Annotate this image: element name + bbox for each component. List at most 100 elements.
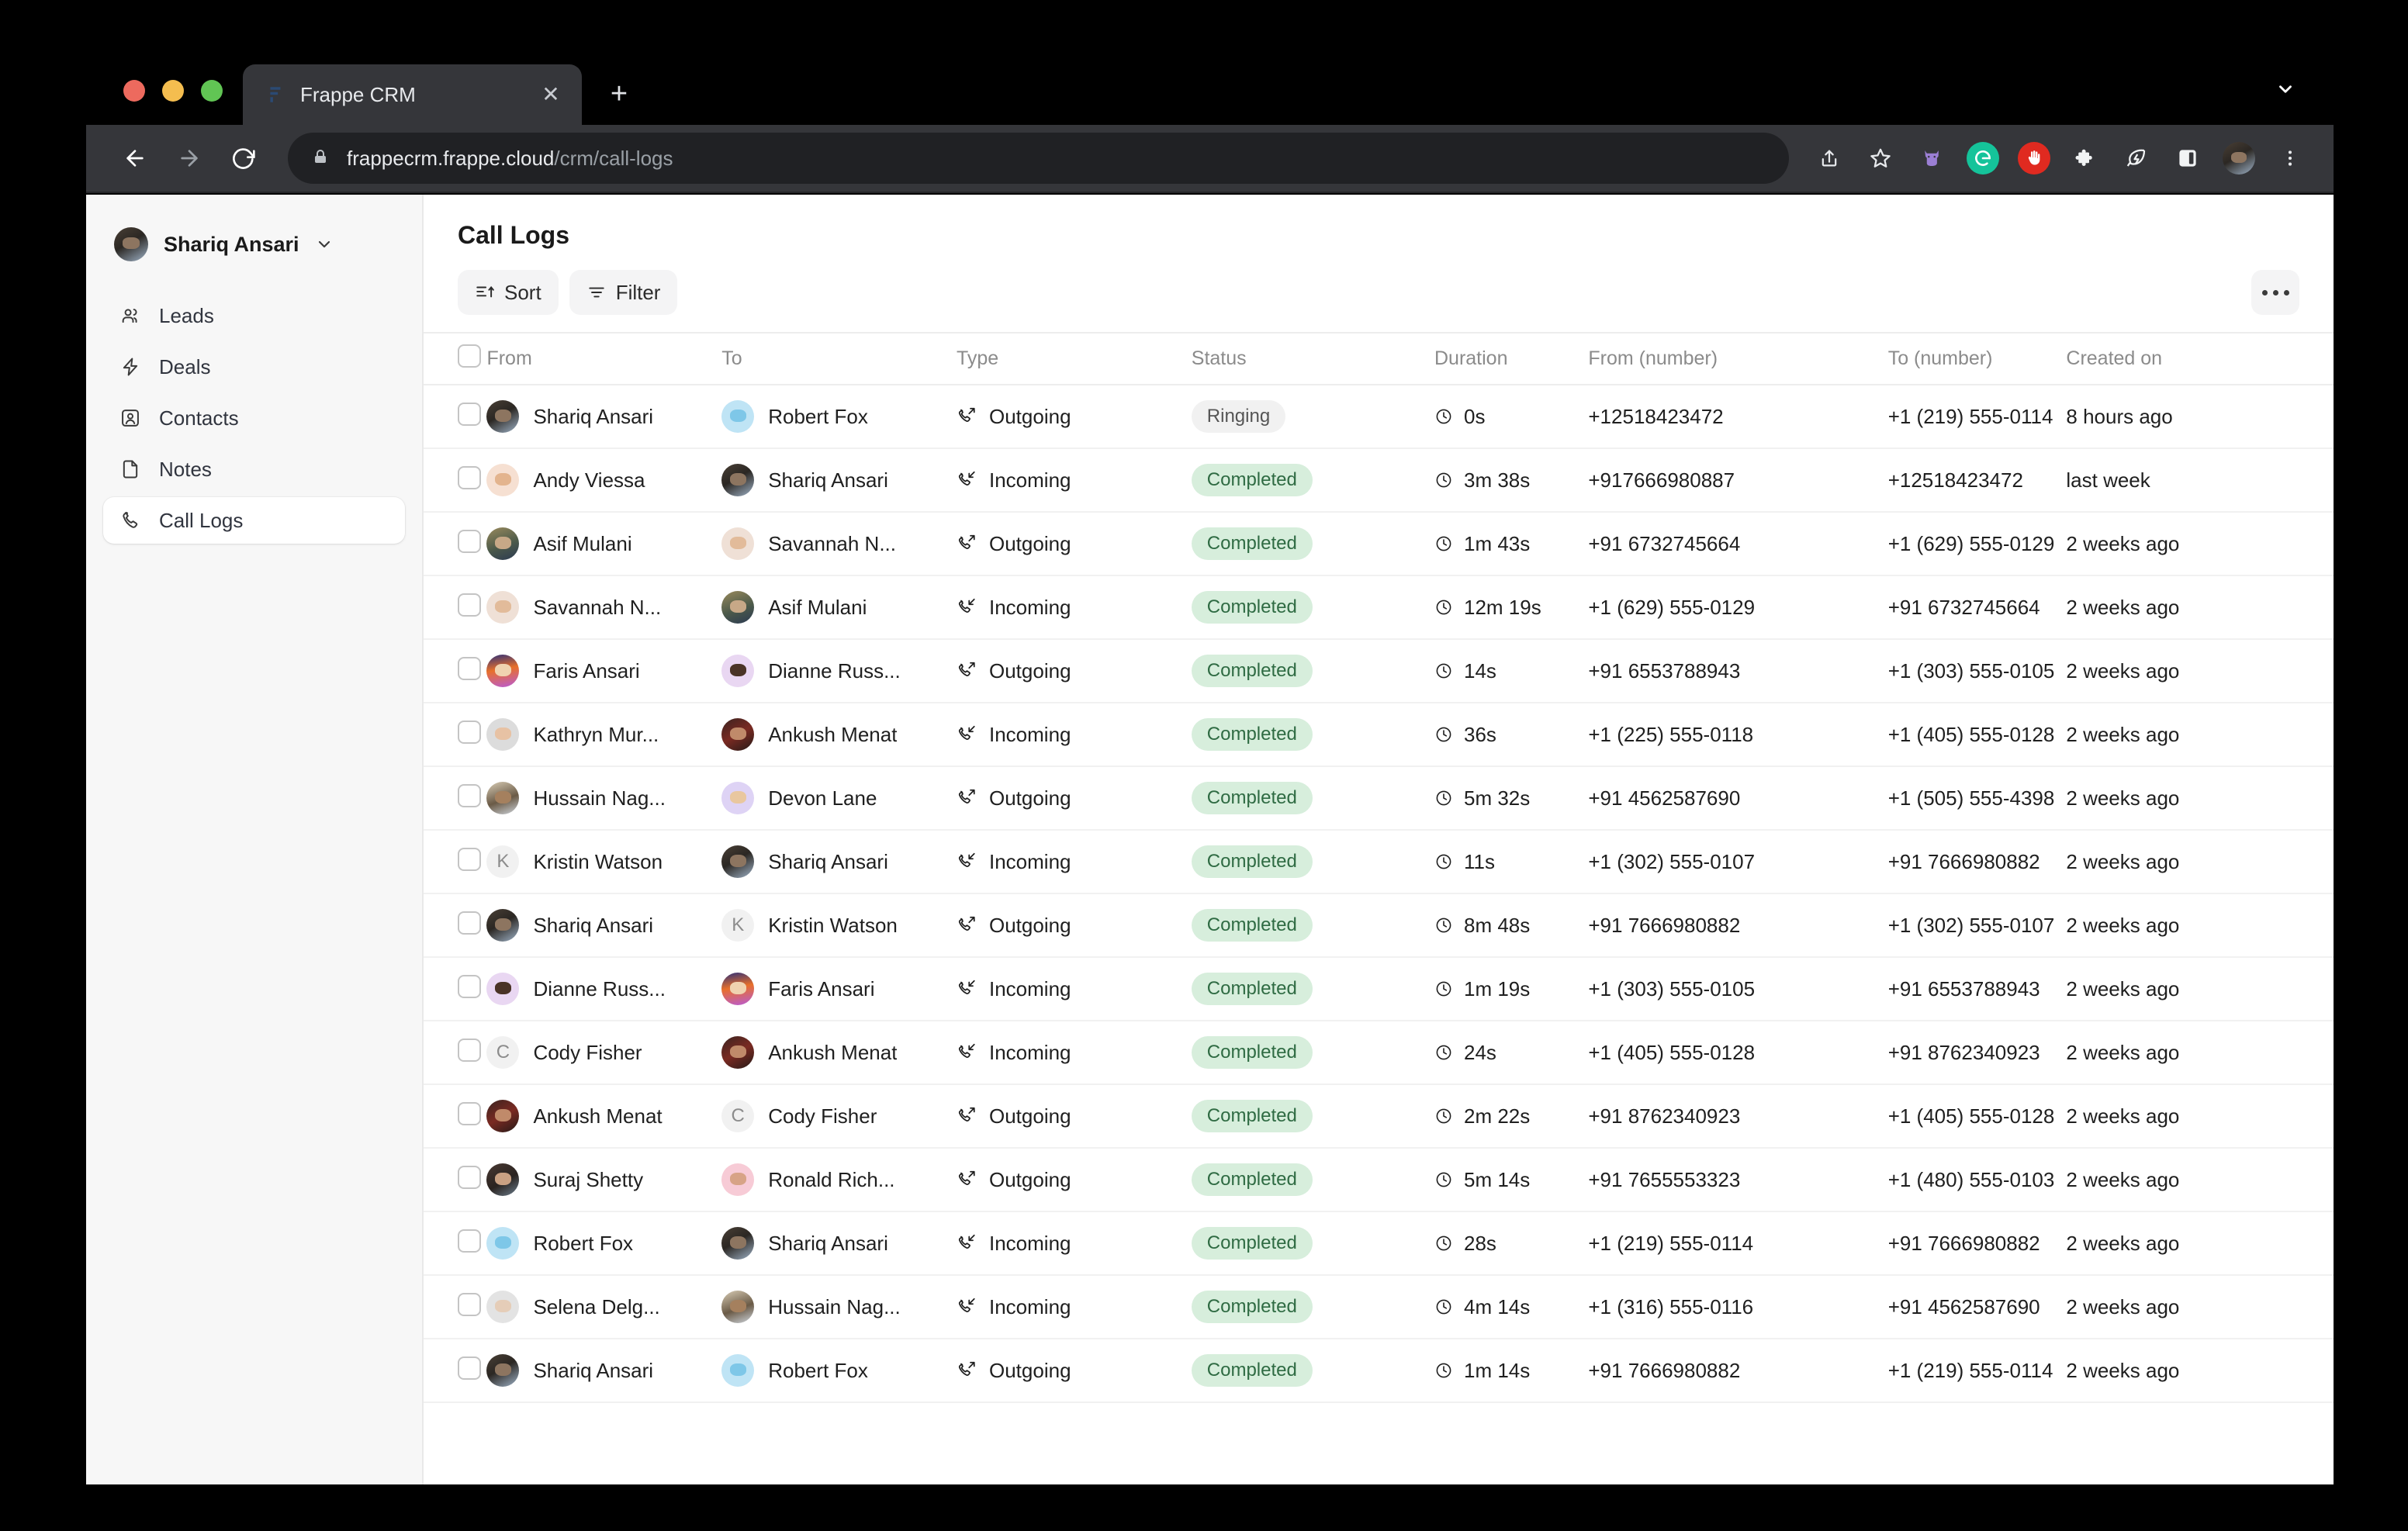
grammarly-extension-icon[interactable] xyxy=(1961,137,2005,180)
avatar-face xyxy=(729,409,746,422)
column-header-created-on[interactable]: Created on xyxy=(2066,332,2334,385)
cell-to-number: +1 (480) 555-0103 xyxy=(1887,1148,2067,1212)
row-checkbox[interactable] xyxy=(458,1038,481,1062)
cell-created-on: last week xyxy=(2066,448,2334,513)
sidebar-item-call-logs[interactable]: Call Logs xyxy=(103,497,405,544)
row-checkbox[interactable] xyxy=(458,465,481,489)
person-name: Robert Fox xyxy=(768,1358,868,1382)
sidebar-item-contacts[interactable]: Contacts xyxy=(103,395,405,441)
puzzle-extensions-icon[interactable] xyxy=(2064,137,2107,180)
table-row[interactable]: K Kristin Watson Shariq Ansari Incoming Comp… xyxy=(424,830,2334,894)
row-select-cell xyxy=(424,766,487,831)
cell-from-number: +91 8762340923 xyxy=(1588,1084,1888,1149)
maximize-window-button[interactable] xyxy=(201,80,223,102)
avatar-face xyxy=(494,536,511,549)
url-domain: frappecrm.frappe.cloud xyxy=(347,146,555,170)
table-row[interactable]: Suraj Shetty Ronald Rich... Outgoing Comple… xyxy=(424,1148,2334,1212)
person-name: Savannah N... xyxy=(533,595,662,619)
new-tab-button[interactable]: + xyxy=(610,77,628,110)
avatar-face xyxy=(729,981,746,994)
cell-from: C Cody Fisher xyxy=(486,1021,722,1085)
column-header-to-number[interactable]: To (number) xyxy=(1887,332,2067,385)
table-row[interactable]: Selena Delg... Hussain Nag... Incoming Comp… xyxy=(424,1275,2334,1339)
column-header-status[interactable]: Status xyxy=(1191,332,1434,385)
row-checkbox[interactable] xyxy=(458,783,481,807)
cell-to: Robert Fox xyxy=(721,1339,957,1403)
call-type-label: Outgoing xyxy=(989,531,1071,555)
column-header-from-number[interactable]: From (number) xyxy=(1588,332,1888,385)
back-arrow-icon[interactable] xyxy=(111,134,159,182)
reload-icon[interactable] xyxy=(220,134,268,182)
share-icon[interactable] xyxy=(1808,137,1851,180)
close-window-button[interactable] xyxy=(123,80,145,102)
row-checkbox[interactable] xyxy=(458,402,481,426)
sidebar-item-deals[interactable]: Deals xyxy=(103,344,405,390)
select-all-checkbox[interactable] xyxy=(458,344,481,368)
forward-arrow-icon[interactable] xyxy=(165,134,213,182)
person: C Cody Fisher xyxy=(486,1036,721,1069)
row-checkbox[interactable] xyxy=(458,656,481,680)
row-checkbox[interactable] xyxy=(458,847,481,871)
person: Savannah N... xyxy=(721,527,957,560)
avatar xyxy=(721,782,755,814)
row-checkbox[interactable] xyxy=(458,1356,481,1380)
table-row[interactable]: Shariq Ansari K Kristin Watson Outgoing Comp… xyxy=(424,893,2334,958)
octocat-extension-icon[interactable] xyxy=(1910,137,1953,180)
table-row[interactable]: Ankush Menat C Cody Fisher Outgoing Complete… xyxy=(424,1084,2334,1149)
person-name: Faris Ansari xyxy=(768,976,875,1001)
table-row[interactable]: Andy Viessa Shariq Ansari Incoming Complete… xyxy=(424,448,2334,513)
table-row[interactable]: Hussain Nag... Devon Lane Outgoing Complete… xyxy=(424,766,2334,831)
side-panel-icon[interactable] xyxy=(2166,137,2209,180)
address-bar[interactable]: frappecrm.frappe.cloud/crm/call-logs xyxy=(288,133,1789,184)
row-checkbox[interactable] xyxy=(458,720,481,744)
call-type-label: Incoming xyxy=(989,722,1071,746)
avatar xyxy=(721,718,755,751)
table-row[interactable]: Dianne Russ... Faris Ansari Incoming Comple… xyxy=(424,957,2334,1021)
cell-created-on: 8 hours ago xyxy=(2066,385,2334,449)
cell-from: Selena Delg... xyxy=(486,1275,722,1339)
sidebar-item-leads[interactable]: Leads xyxy=(103,292,405,339)
row-checkbox[interactable] xyxy=(458,1101,481,1125)
table-row[interactable]: Robert Fox Shariq Ansari Incoming Completed… xyxy=(424,1211,2334,1276)
profile-avatar-icon[interactable] xyxy=(2217,137,2261,180)
minimize-window-button[interactable] xyxy=(162,80,184,102)
column-header-from[interactable]: From xyxy=(486,332,722,385)
table-row[interactable]: Savannah N... Asif Mulani Incoming Complete… xyxy=(424,575,2334,640)
sort-button[interactable]: Sort xyxy=(458,270,559,315)
table-row[interactable]: C Cody Fisher Ankush Menat Incoming Complete… xyxy=(424,1021,2334,1085)
row-checkbox[interactable] xyxy=(458,529,481,553)
filter-button[interactable]: Filter xyxy=(569,270,678,315)
row-checkbox[interactable] xyxy=(458,593,481,617)
column-header-type[interactable]: Type xyxy=(957,332,1192,385)
table-row[interactable]: Shariq Ansari Robert Fox Outgoing Completed… xyxy=(424,1339,2334,1403)
leaf-extension-icon[interactable] xyxy=(2115,137,2158,180)
status-badge: Completed xyxy=(1191,973,1313,1005)
table-row[interactable]: Faris Ansari Dianne Russ... Outgoing Comple… xyxy=(424,639,2334,703)
row-checkbox[interactable] xyxy=(458,974,481,998)
window-controls xyxy=(86,80,243,125)
ellipsis-icon[interactable] xyxy=(2251,270,2299,315)
cell-created-on: 2 weeks ago xyxy=(2066,1339,2334,1403)
row-checkbox[interactable] xyxy=(458,911,481,935)
sidebar-item-notes[interactable]: Notes xyxy=(103,446,405,492)
clock-icon xyxy=(1434,407,1453,426)
cell-status: Completed xyxy=(1191,512,1434,576)
table-row[interactable]: Shariq Ansari Robert Fox Outgoing Ringing 0s… xyxy=(424,385,2334,449)
sidebar-user-dropdown[interactable]: Shariq Ansari xyxy=(103,218,405,271)
chrome-menu-icon[interactable] xyxy=(2268,137,2312,180)
table-row[interactable]: Kathryn Mur... Ankush Menat Incoming Comple… xyxy=(424,703,2334,767)
row-checkbox[interactable] xyxy=(458,1292,481,1316)
close-icon[interactable]: ✕ xyxy=(541,82,560,106)
row-checkbox[interactable] xyxy=(458,1229,481,1253)
column-header-duration[interactable]: Duration xyxy=(1434,332,1589,385)
adblock-extension-icon[interactable] xyxy=(2012,137,2056,180)
column-header-to[interactable]: To xyxy=(721,332,957,385)
clock-icon xyxy=(1434,852,1453,871)
tab-title: Frappe CRM xyxy=(300,82,416,106)
chevron-down-icon[interactable] xyxy=(2270,74,2301,105)
table-row[interactable]: Asif Mulani Savannah N... Outgoing Complete… xyxy=(424,512,2334,576)
browser-tab[interactable]: Frappe CRM ✕ xyxy=(243,64,582,125)
row-checkbox[interactable] xyxy=(458,1165,481,1189)
bookmark-star-icon[interactable] xyxy=(1859,137,1902,180)
cell-status: Completed xyxy=(1191,1021,1434,1085)
